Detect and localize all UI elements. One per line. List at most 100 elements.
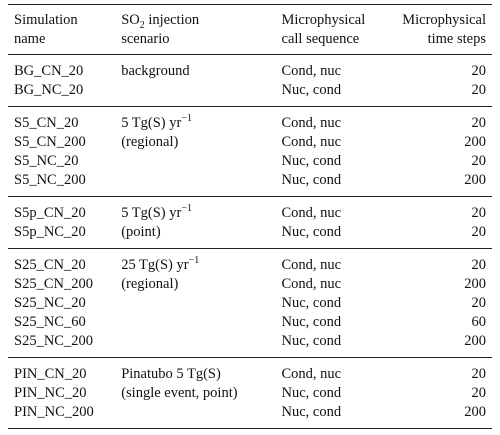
cell-scenario: background	[115, 55, 275, 82]
cell-sequence: Nuc, cond	[281, 153, 342, 169]
cell-sequence: Cond, nuc	[281, 205, 342, 221]
scenario-text: (point)	[121, 224, 161, 240]
header-cell: Microphysical call sequence	[276, 5, 397, 55]
table-row: PIN_CN_20 Pinatubo 5 Tg(S) Cond, nuc 20	[8, 358, 492, 385]
cell-sequence: Cond, nuc	[281, 134, 342, 150]
table-row: PIN_NC_200 Nuc, cond 200	[8, 403, 492, 429]
cell-steps: 20	[471, 205, 487, 221]
cell-sequence: Cond, nuc	[281, 115, 342, 131]
cell-steps: 20	[471, 224, 487, 240]
cell-steps: 20	[471, 153, 487, 169]
cell-sequence: Cond, nuc	[281, 63, 342, 79]
cell-sequence: Nuc, cond	[281, 333, 342, 349]
cell-sequence: Cond, nuc	[281, 257, 342, 273]
scenario-superscript: −1	[181, 113, 192, 125]
cell-name: S5_CN_20	[14, 115, 79, 131]
header-text: Simulation	[14, 12, 78, 28]
table-row: S25_NC_60 Nuc, cond 60	[8, 313, 492, 332]
table-row: S5_CN_20 5 Tg(S) yr−1 Cond, nuc 20	[8, 107, 492, 134]
cell-steps: 20	[471, 366, 487, 382]
cell-scenario: (regional)	[115, 133, 275, 152]
cell-name: S5p_NC_20	[14, 224, 86, 240]
cell-name: BG_NC_20	[14, 82, 84, 98]
cell-sequence: Nuc, cond	[281, 295, 342, 311]
cell-name: S5_NC_20	[14, 153, 79, 169]
table-row: BG_NC_20 Nuc, cond 20	[8, 81, 492, 107]
cell-steps: 20	[471, 82, 487, 98]
table-row: S5_NC_200 Nuc, cond 200	[8, 171, 492, 197]
cell-name: S25_NC_200	[14, 333, 93, 349]
cell-name: S5p_CN_20	[14, 205, 86, 221]
table-row: PIN_NC_20 (single event, point) Nuc, cond 2…	[8, 384, 492, 403]
cell-steps: 20	[471, 295, 487, 311]
cell-scenario: 25 Tg(S) yr−1	[115, 249, 275, 276]
cell-steps: 20	[471, 257, 487, 273]
table-row: S25_CN_20 25 Tg(S) yr−1 Cond, nuc 20	[8, 249, 492, 276]
cell-scenario	[115, 81, 275, 107]
scenario-text: 5 Tg(S) yr	[121, 205, 182, 221]
cell-name: S5_NC_200	[14, 172, 86, 188]
scenario-text: (regional)	[121, 276, 179, 292]
cell-name: PIN_NC_200	[14, 404, 94, 420]
cell-steps: 20	[471, 115, 487, 131]
cell-steps: 200	[464, 404, 486, 420]
cell-sequence: Cond, nuc	[281, 366, 342, 382]
cell-sequence: Nuc, cond	[281, 172, 342, 188]
scenario-text: (single event, point)	[121, 385, 238, 401]
cell-steps: 60	[471, 314, 487, 330]
cell-steps: 20	[471, 385, 487, 401]
scenario-text: 25 Tg(S) yr	[121, 257, 189, 273]
row-group: BG_CN_20 background Cond, nuc 20 BG_NC_20 Nuc…	[8, 55, 492, 107]
scenario-text: background	[121, 63, 190, 79]
cell-scenario: Pinatubo 5 Tg(S)	[115, 358, 275, 385]
header-text: name	[14, 31, 46, 47]
table-row: S25_NC_200 Nuc, cond 200	[8, 332, 492, 358]
scenario-superscript: −1	[188, 255, 200, 267]
table-header: Simulation name SO2 injection scenario Mic…	[8, 5, 492, 55]
cell-sequence: Cond, nuc	[281, 276, 342, 292]
cell-steps: 200	[464, 134, 486, 150]
header-text: scenario	[121, 31, 170, 47]
cell-name: S5_CN_200	[14, 134, 86, 150]
cell-scenario	[115, 332, 275, 358]
table-row: S5_CN_200 (regional) Cond, nuc 200	[8, 133, 492, 152]
header-cell: Microphysical time steps	[396, 5, 492, 55]
cell-scenario	[115, 152, 275, 171]
table-row: S5p_CN_20 5 Tg(S) yr−1 Cond, nuc 20	[8, 197, 492, 224]
cell-scenario: (point)	[115, 223, 275, 249]
row-group: S5_CN_20 5 Tg(S) yr−1 Cond, nuc 20 S5_CN_200…	[8, 107, 492, 197]
cell-steps: 200	[464, 276, 486, 292]
header-text: injection	[148, 12, 200, 28]
cell-scenario	[115, 171, 275, 197]
header-row: Simulation name SO2 injection scenario Mic…	[8, 5, 492, 55]
header-text: Microphysical	[281, 12, 366, 28]
cell-scenario: 5 Tg(S) yr−1	[115, 107, 275, 134]
header-subscript: 2	[139, 19, 145, 31]
cell-name: PIN_CN_20	[14, 366, 87, 382]
header-cell: SO2 injection scenario	[115, 5, 275, 55]
cell-name: S25_CN_20	[14, 257, 86, 273]
cell-scenario	[115, 313, 275, 332]
cell-name: PIN_NC_20	[14, 385, 87, 401]
row-group: PIN_CN_20 Pinatubo 5 Tg(S) Cond, nuc 20 PIN_…	[8, 358, 492, 429]
header-text: time steps	[427, 31, 486, 47]
cell-sequence: Nuc, cond	[281, 314, 342, 330]
cell-sequence: Nuc, cond	[281, 82, 342, 98]
row-group: S25_CN_20 25 Tg(S) yr−1 Cond, nuc 20 S25_CN_…	[8, 249, 492, 358]
cell-scenario	[115, 294, 275, 313]
cell-sequence: Nuc, cond	[281, 404, 342, 420]
cell-scenario: 5 Tg(S) yr−1	[115, 197, 275, 224]
table-row: S25_CN_200 (regional) Cond, nuc 200	[8, 275, 492, 294]
table-row: BG_CN_20 background Cond, nuc 20	[8, 55, 492, 82]
cell-steps: 200	[464, 333, 486, 349]
header-cell: Simulation name	[8, 5, 115, 55]
table-row: S5p_NC_20 (point) Nuc, cond 20	[8, 223, 492, 249]
scenario-text: (regional)	[121, 134, 179, 150]
table-row: S25_NC_20 Nuc, cond 20	[8, 294, 492, 313]
cell-scenario: (single event, point)	[115, 384, 275, 403]
row-group: S5p_CN_20 5 Tg(S) yr−1 Cond, nuc 20 S5p_NC_2…	[8, 197, 492, 249]
header-text: SO	[121, 12, 140, 28]
cell-sequence: Nuc, cond	[281, 224, 342, 240]
scenario-superscript: −1	[181, 203, 192, 215]
table-row: S5_NC_20 Nuc, cond 20	[8, 152, 492, 171]
